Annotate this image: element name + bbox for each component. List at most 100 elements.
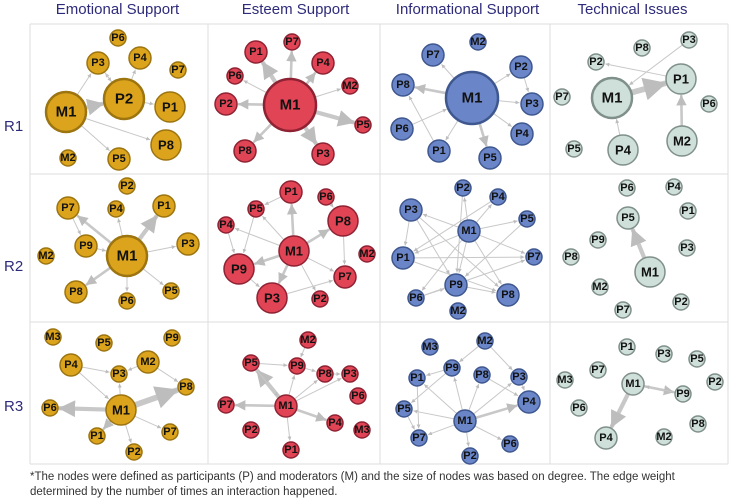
edge-m1-p8 bbox=[85, 266, 112, 286]
node-p9 bbox=[443, 359, 461, 377]
node-label-p3: P3 bbox=[682, 34, 695, 46]
edge-m1-p8 bbox=[132, 386, 180, 409]
edge-m1-p3 bbox=[300, 124, 318, 146]
edge-m1-p3 bbox=[422, 213, 460, 228]
node-p5 bbox=[688, 350, 706, 368]
node-m2 bbox=[136, 350, 160, 374]
network-panel-emotional-r1: P6 P3 P4 P7 M1 P2 P1 P8 M2 P5 bbox=[44, 29, 187, 171]
node-p1 bbox=[408, 369, 426, 387]
node-label-p5: P5 bbox=[97, 337, 110, 349]
node-label-p1: P1 bbox=[284, 444, 297, 456]
edge-m1-p6 bbox=[474, 425, 502, 440]
node-m1 bbox=[278, 235, 310, 267]
node-p9 bbox=[163, 329, 181, 347]
node-p3 bbox=[520, 92, 544, 116]
node-p8 bbox=[496, 283, 520, 307]
node-label-p5: P5 bbox=[690, 353, 703, 365]
node-p2 bbox=[214, 92, 238, 116]
node-label-m2: M2 bbox=[342, 80, 357, 92]
node-label-p6: P6 bbox=[409, 292, 422, 304]
node-m1 bbox=[621, 372, 645, 396]
edge-m2-p3 bbox=[489, 346, 513, 371]
node-p1 bbox=[279, 180, 303, 204]
edge-m1-p7 bbox=[134, 415, 162, 429]
node-p3 bbox=[311, 142, 335, 166]
edge-m1-p5 bbox=[142, 267, 164, 286]
node-label-p8: P8 bbox=[238, 145, 251, 157]
node-p7 bbox=[589, 361, 607, 379]
edge-m1-p7 bbox=[234, 400, 277, 411]
node-label-p8: P8 bbox=[335, 214, 351, 229]
node-label-p1: P1 bbox=[157, 200, 170, 212]
column-header-technical: Technical Issues bbox=[577, 1, 688, 18]
node-label-p3: P3 bbox=[91, 57, 104, 69]
edge-m1-p2 bbox=[466, 431, 471, 447]
edge-m1-m2 bbox=[314, 88, 341, 98]
node-m3 bbox=[421, 338, 439, 356]
edge-p9-p8 bbox=[304, 367, 316, 373]
edge-m1-p8 bbox=[414, 84, 448, 95]
row-header-r3: R3 bbox=[4, 398, 24, 415]
node-label-p1: P1 bbox=[410, 372, 423, 384]
node-p6 bbox=[118, 292, 136, 310]
node-p1 bbox=[244, 40, 268, 64]
node-p5 bbox=[95, 334, 113, 352]
node-label-p9: P9 bbox=[79, 240, 92, 252]
node-label-p5: P5 bbox=[520, 213, 533, 225]
node-p6 bbox=[618, 179, 636, 197]
edge-p3-p9 bbox=[416, 218, 450, 275]
edge-m1-p1 bbox=[260, 60, 279, 86]
node-p3 bbox=[176, 232, 200, 256]
node-m1 bbox=[444, 70, 500, 126]
node-p7 bbox=[421, 43, 445, 67]
node-label-p7: P7 bbox=[285, 36, 298, 48]
node-label-m2: M2 bbox=[470, 36, 485, 48]
node-label-p7: P7 bbox=[426, 49, 439, 61]
node-p9 bbox=[674, 385, 692, 403]
node-p1 bbox=[427, 139, 451, 163]
node-m2 bbox=[37, 247, 55, 265]
node-m2 bbox=[666, 125, 698, 157]
node-p5 bbox=[518, 210, 536, 228]
node-label-p2: P2 bbox=[219, 98, 232, 110]
edge-m1-p6 bbox=[57, 400, 109, 418]
node-label-p5: P5 bbox=[356, 119, 369, 131]
node-m3 bbox=[556, 371, 574, 389]
node-p4 bbox=[607, 134, 639, 166]
node-label-p7: P7 bbox=[219, 399, 232, 411]
node-m3 bbox=[44, 328, 62, 346]
node-label-p5: P5 bbox=[397, 403, 410, 415]
node-p6 bbox=[109, 29, 127, 47]
node-label-p3: P3 bbox=[525, 98, 538, 110]
edge-p7-p9 bbox=[72, 217, 81, 235]
edge-p6-m1 bbox=[411, 108, 447, 126]
node-label-m2: M2 bbox=[477, 335, 492, 347]
node-p4 bbox=[107, 200, 125, 218]
node-p5 bbox=[395, 400, 413, 418]
node-label-m2: M2 bbox=[592, 281, 607, 293]
node-p7 bbox=[56, 196, 80, 220]
network-panel-emotional-r3: M3 P5 P9 P4 M2 P3 P8 P6 M1 P7 P1 P2 bbox=[41, 328, 195, 461]
node-label-p3: P3 bbox=[316, 148, 329, 160]
node-label-p4: P4 bbox=[133, 52, 147, 64]
node-label-m1: M1 bbox=[112, 403, 130, 418]
node-label-p4: P4 bbox=[667, 181, 681, 193]
node-m2 bbox=[358, 245, 376, 263]
node-label-m1: M1 bbox=[56, 104, 77, 121]
node-label-p6: P6 bbox=[319, 191, 332, 203]
node-p8 bbox=[562, 248, 580, 266]
node-label-p1: P1 bbox=[90, 430, 103, 442]
edge-m1-p5 bbox=[478, 121, 489, 147]
node-m1 bbox=[634, 256, 666, 288]
edge-m1-p4 bbox=[609, 391, 631, 429]
node-label-p6: P6 bbox=[620, 182, 633, 194]
node-p6 bbox=[407, 289, 425, 307]
node-p5 bbox=[354, 116, 372, 134]
node-p6 bbox=[390, 117, 414, 141]
edge-p8-p7 bbox=[342, 235, 347, 265]
node-label-p7: P7 bbox=[412, 432, 425, 444]
network-panel-technical-r2: P6 P4 P5 P1 P9 P3 P8 M1 M2 P7 P2 bbox=[562, 178, 697, 319]
edge-p1-p7 bbox=[413, 255, 525, 260]
node-label-p9: P9 bbox=[676, 388, 689, 400]
node-p2 bbox=[454, 179, 472, 197]
